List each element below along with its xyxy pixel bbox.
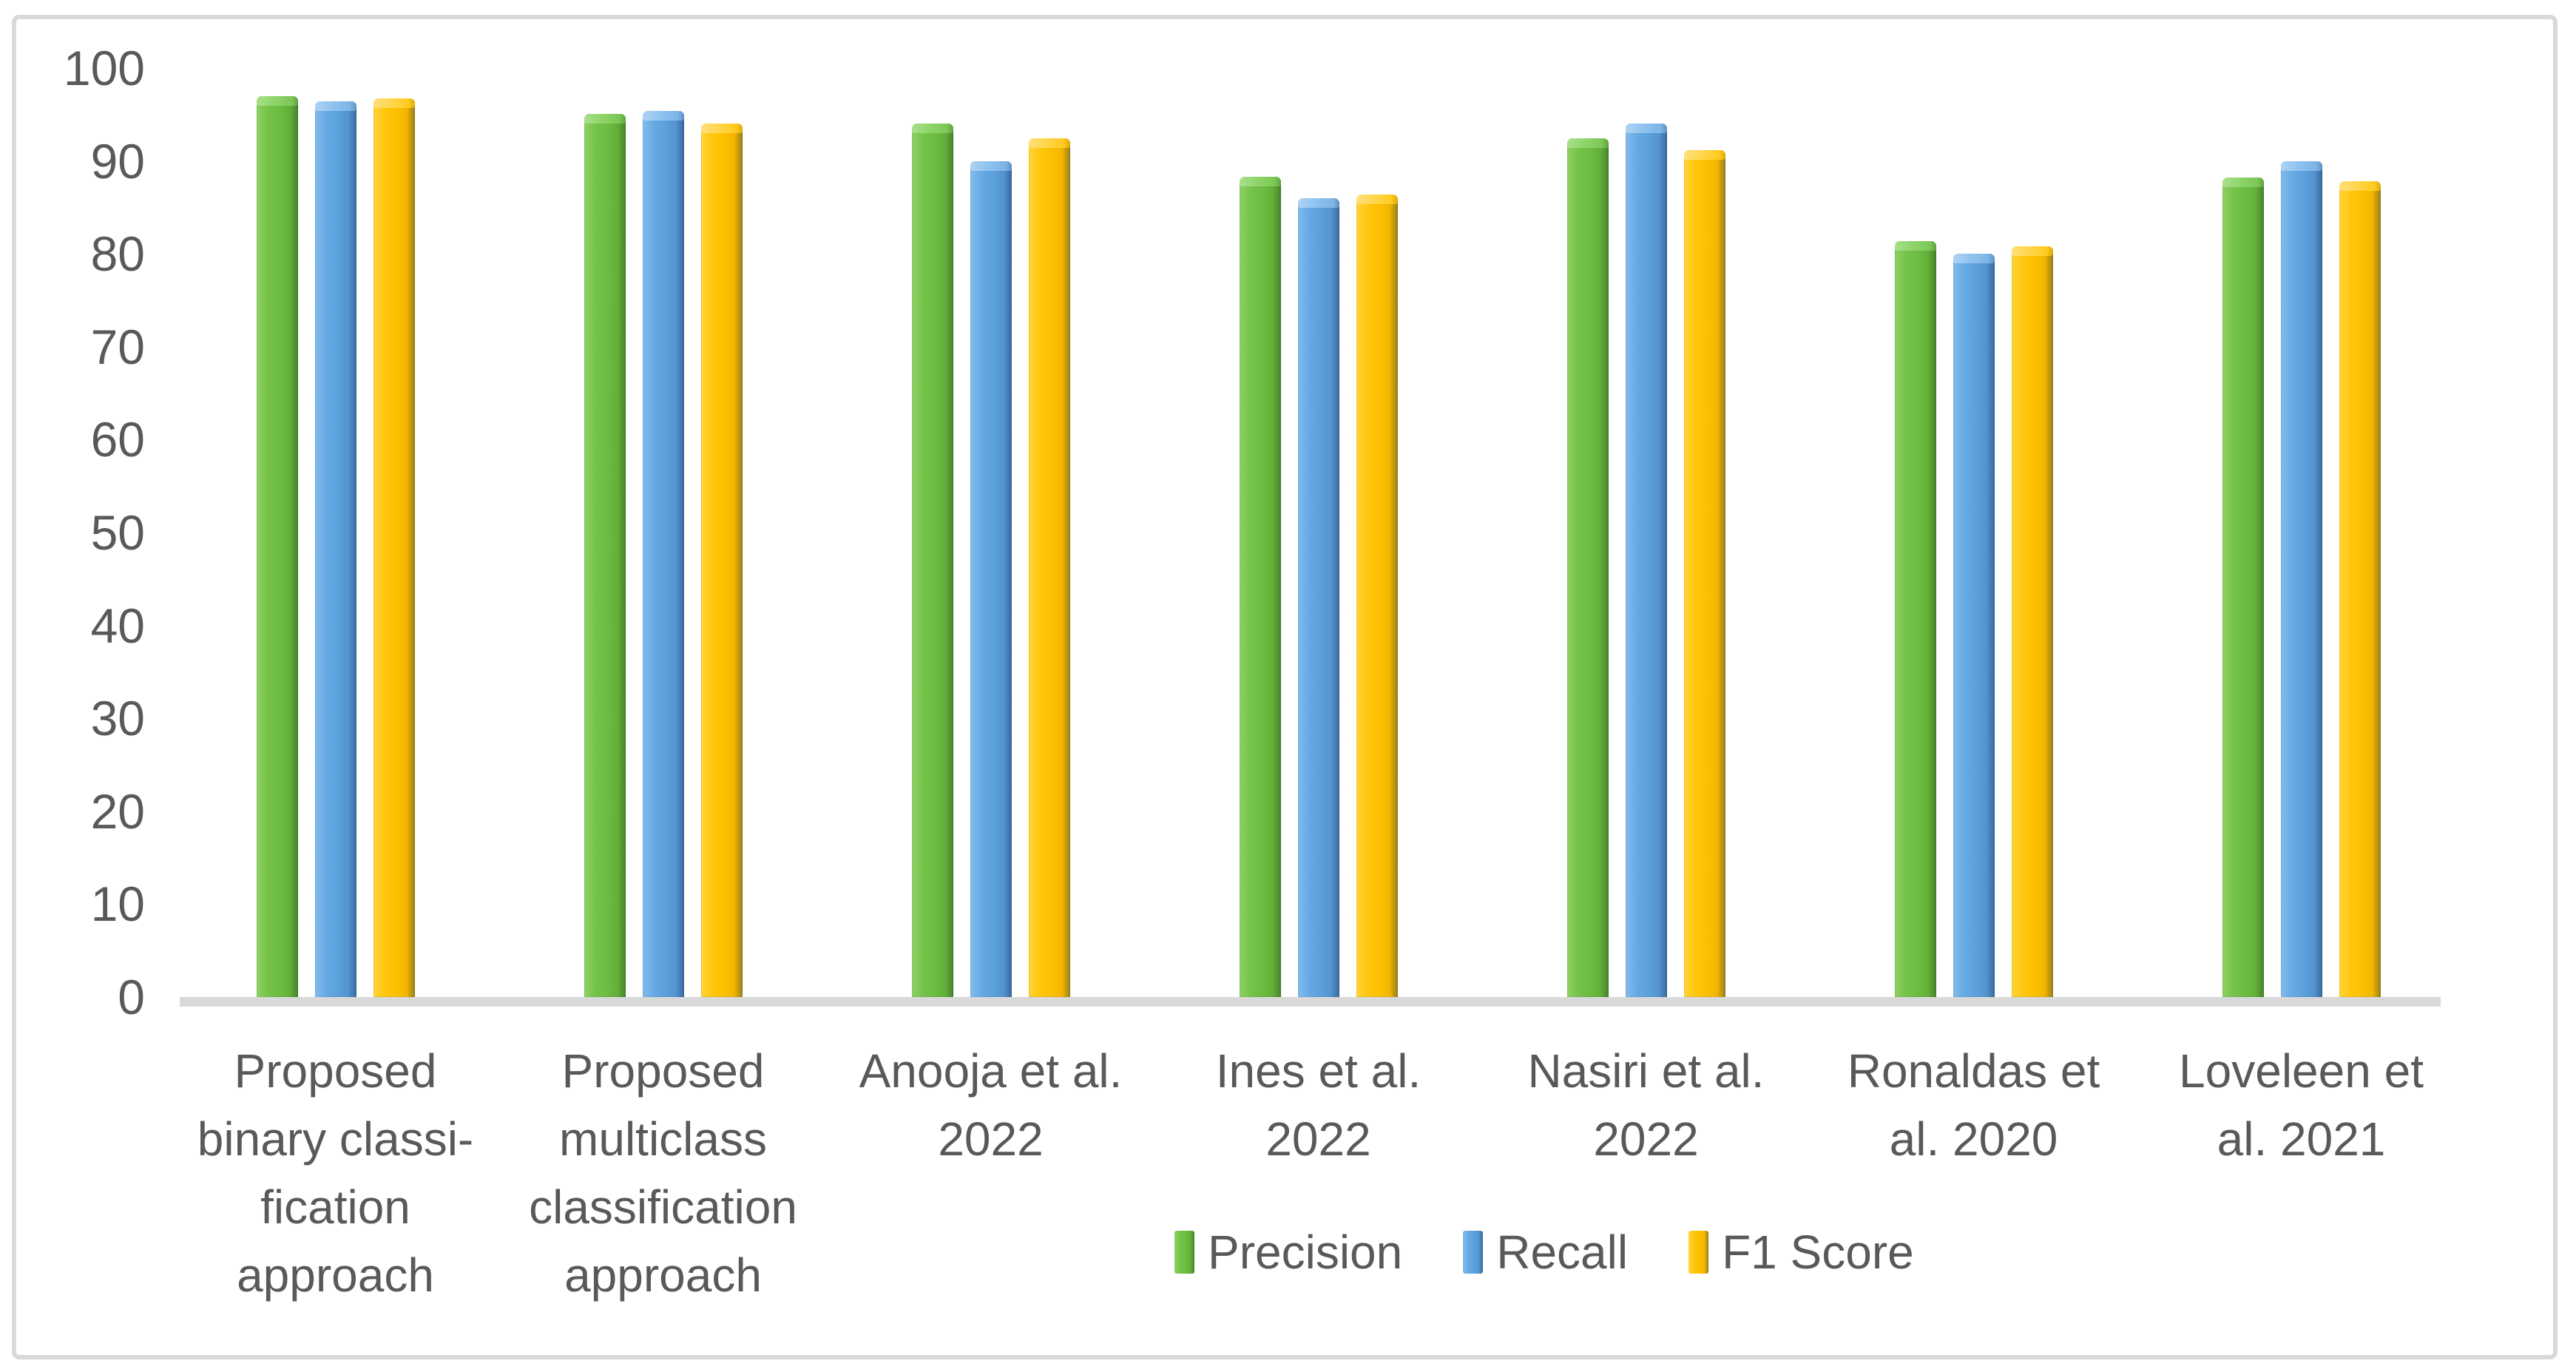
legend-item-f1-score: F1 Score [1688, 1225, 1914, 1280]
legend-swatch-icon [1688, 1231, 1709, 1274]
bar-top-bevel [2012, 246, 2053, 256]
bar-f1-score-4 [1684, 150, 1725, 997]
bar-top-bevel [2281, 161, 2322, 171]
y-tick-label: 60 [90, 412, 145, 467]
bar-recall-5 [1953, 254, 1995, 997]
bar-top-bevel [1684, 150, 1725, 160]
legend-label: Recall [1496, 1226, 1629, 1279]
bar-top-bevel [1240, 177, 1281, 186]
bar-top-bevel [584, 114, 626, 124]
bar-recall-6 [2281, 161, 2322, 997]
bar-f1-score-5 [2012, 246, 2053, 997]
x-axis-baseline [180, 997, 2441, 1007]
bar-top-bevel [643, 111, 684, 121]
bar-top-bevel [2339, 181, 2381, 191]
legend-item-recall: Recall [1463, 1225, 1628, 1280]
bar-precision-0 [257, 96, 298, 997]
bar-top-bevel [1895, 241, 1936, 251]
x-category-label: Proposed binary classi- fication approac… [197, 1044, 474, 1302]
legend-swatch-icon [1174, 1231, 1194, 1274]
bar-precision-1 [584, 114, 626, 997]
bar-top-bevel [315, 101, 356, 111]
bar-top-bevel [257, 96, 298, 106]
bar-f1-score-2 [1029, 138, 1070, 997]
bar-top-bevel [1298, 198, 1339, 208]
y-tick-label: 100 [63, 41, 145, 95]
legend-label: F1 Score [1722, 1226, 1914, 1279]
legend-swatch-icon [1463, 1231, 1484, 1274]
y-tick-label: 50 [90, 505, 145, 560]
bar-precision-4 [1567, 138, 1609, 997]
chart-legend: Precision Recall F1 Score [1174, 1225, 1914, 1280]
bar-top-bevel [912, 124, 953, 133]
y-tick-label: 40 [90, 598, 145, 653]
bar-top-bevel [1626, 124, 1667, 133]
x-category-label: Anooja et al. 2022 [859, 1044, 1123, 1166]
y-tick-label: 70 [90, 319, 145, 374]
bar-recall-1 [643, 111, 684, 997]
x-category-label: Proposed multiclass classification appro… [529, 1044, 797, 1302]
y-tick-label: 90 [90, 133, 145, 189]
y-tick-label: 80 [90, 226, 145, 282]
y-tick-label: 30 [90, 691, 145, 746]
bar-top-bevel [1356, 195, 1398, 204]
bar-f1-score-1 [701, 124, 743, 997]
legend-item-precision: Precision [1174, 1225, 1402, 1280]
bar-f1-score-0 [373, 98, 415, 997]
bar-recall-3 [1298, 198, 1339, 997]
x-category-label: Loveleen et al. 2021 [2179, 1044, 2424, 1166]
y-tick-label: 0 [118, 970, 145, 1024]
bar-precision-2 [912, 124, 953, 997]
bar-recall-0 [315, 101, 356, 997]
x-category-label: Ines et al. 2022 [1215, 1044, 1421, 1166]
bar-precision-5 [1895, 241, 1936, 997]
bar-top-bevel [1953, 254, 1995, 263]
bar-recall-2 [970, 161, 1012, 997]
bar-top-bevel [970, 161, 1012, 171]
bar-recall-4 [1626, 124, 1667, 997]
legend-label: Precision [1208, 1226, 1403, 1279]
bar-top-bevel [1567, 138, 1609, 148]
x-category-label: Ronaldas et al. 2020 [1847, 1044, 2100, 1166]
y-tick-label: 20 [90, 783, 145, 839]
bar-top-bevel [1029, 138, 1070, 148]
bar-f1-score-6 [2339, 181, 2381, 997]
bar-f1-score-3 [1356, 195, 1398, 997]
bar-top-bevel [701, 124, 743, 133]
bar-precision-6 [2222, 178, 2264, 997]
y-tick-label: 10 [90, 876, 145, 932]
bar-top-bevel [2222, 178, 2264, 187]
x-category-label: Nasiri et al. 2022 [1527, 1044, 1765, 1166]
bar-top-bevel [373, 98, 415, 108]
bar-precision-3 [1240, 177, 1281, 997]
